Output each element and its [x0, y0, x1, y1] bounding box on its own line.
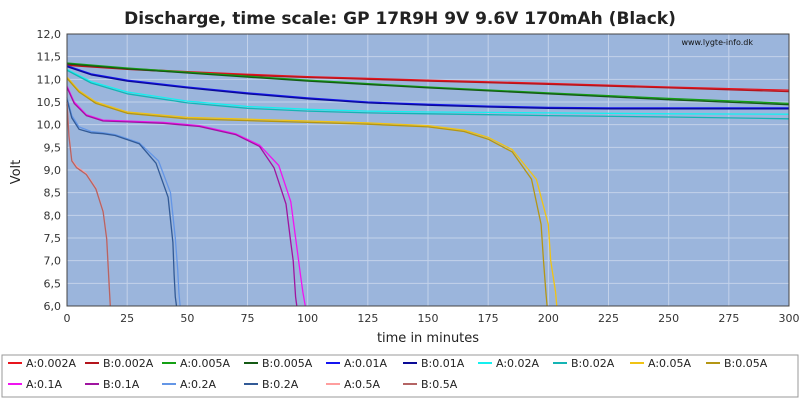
legend-label: B:0.01A — [421, 357, 465, 370]
legend-item: B:0.01A — [403, 357, 465, 370]
legend-item: B:0.5A — [403, 378, 458, 391]
y-tick-label: 8,5 — [44, 187, 62, 200]
series-line-b-0-1a — [66, 87, 298, 307]
x-tick-label: 175 — [478, 312, 499, 325]
y-tick-label: 6,5 — [44, 277, 62, 290]
series-line-b-0-02a — [66, 69, 790, 120]
y-tick-label: 9,0 — [44, 164, 62, 177]
series-line-a-0-005a — [66, 62, 790, 105]
y-tick-label: 6,0 — [44, 300, 62, 313]
legend-label: B:0.005A — [262, 357, 313, 370]
series-line-b-0-005a — [66, 63, 790, 106]
x-tick-label: 275 — [718, 312, 739, 325]
legend-item: B:0.05A — [706, 357, 768, 370]
legend-item: B:0.1A — [85, 378, 140, 391]
x-axis-label: time in minutes — [377, 331, 479, 346]
legend-label: B:0.5A — [421, 378, 458, 391]
series-line-a-0-05a — [66, 76, 558, 307]
series-line-b-0-5a — [66, 104, 111, 307]
legend-label: A:0.2A — [180, 378, 217, 391]
series-line-a-0-2a — [66, 97, 181, 307]
series-line-b-0-2a — [66, 99, 178, 307]
legend-item: A:0.1A — [8, 378, 63, 391]
legend-item: B:0.002A — [85, 357, 154, 370]
chart-title: Discharge, time scale: GP 17R9H 9V 9.6V … — [124, 9, 676, 29]
y-tick-label: 10,5 — [37, 96, 62, 109]
x-tick-label: 0 — [64, 312, 71, 325]
legend-label: A:0.01A — [344, 357, 388, 370]
legend-item: B:0.02A — [553, 357, 615, 370]
legend-item: B:0.2A — [244, 378, 299, 391]
x-tick-label: 25 — [120, 312, 134, 325]
y-tick-label: 7,0 — [44, 255, 62, 268]
legend-item: A:0.05A — [630, 357, 692, 370]
y-tick-label: 10,0 — [37, 119, 62, 132]
series-line-b-0-05a — [66, 77, 548, 307]
x-tick-label: 50 — [180, 312, 194, 325]
legend-label: B:0.2A — [262, 378, 299, 391]
y-axis-label: Volt — [9, 160, 24, 185]
y-tick-label: 9,5 — [44, 141, 62, 154]
watermark: www.lygte-info.dk — [681, 38, 753, 47]
x-tick-labels: 0 25 50 75 100 125 150 175 200 225 250 275 300 — [64, 312, 800, 325]
x-tick-label: 250 — [658, 312, 679, 325]
x-tick-label: 100 — [297, 312, 318, 325]
legend-item: B:0.005A — [244, 357, 313, 370]
x-tick-label: 125 — [357, 312, 378, 325]
x-tick-label: 225 — [598, 312, 619, 325]
series-line-a-0-01a — [66, 65, 789, 109]
legend: A:0.002A B:0.002A A:0.005A B:0.005A A:0.01A B… — [8, 357, 768, 391]
legend-label: A:0.02A — [496, 357, 540, 370]
series-line-a-0-02a — [66, 68, 790, 115]
series-line-b-0-01a — [66, 65, 789, 110]
x-tick-label: 200 — [538, 312, 559, 325]
legend-item: A:0.005A — [162, 357, 231, 370]
y-tick-label: 7,5 — [44, 232, 62, 245]
legend-item: A:0.01A — [326, 357, 388, 370]
legend-label: B:0.05A — [724, 357, 768, 370]
legend-item: A:0.002A — [8, 357, 77, 370]
series-lines — [66, 62, 790, 307]
legend-label: A:0.1A — [26, 378, 63, 391]
x-tick-label: 150 — [418, 312, 439, 325]
x-tick-label: 300 — [779, 312, 800, 325]
legend-label: B:0.002A — [103, 357, 154, 370]
legend-label: A:0.002A — [26, 357, 77, 370]
legend-label: B:0.02A — [571, 357, 615, 370]
legend-label: A:0.005A — [180, 357, 231, 370]
y-tick-label: 12,0 — [37, 28, 62, 41]
y-tick-label: 11,5 — [37, 51, 62, 64]
y-tick-label: 8,0 — [44, 209, 62, 222]
legend-label: A:0.05A — [648, 357, 692, 370]
legend-label: A:0.5A — [344, 378, 381, 391]
legend-box — [1, 354, 799, 398]
grid-lines — [67, 34, 789, 306]
x-tick-label: 75 — [241, 312, 255, 325]
legend-label: B:0.1A — [103, 378, 140, 391]
plot-border — [66, 33, 790, 307]
series-line-a-0-1a — [66, 85, 306, 307]
legend-item: A:0.2A — [162, 378, 217, 391]
y-tick-label: 11,0 — [37, 73, 62, 86]
y-tick-labels: 6,0 6,5 7,0 7,5 8,0 8,5 9,0 9,5 10,0 10,5 11,0 11,5… — [37, 28, 62, 313]
legend-item: A:0.5A — [326, 378, 381, 391]
legend-item: A:0.02A — [478, 357, 540, 370]
